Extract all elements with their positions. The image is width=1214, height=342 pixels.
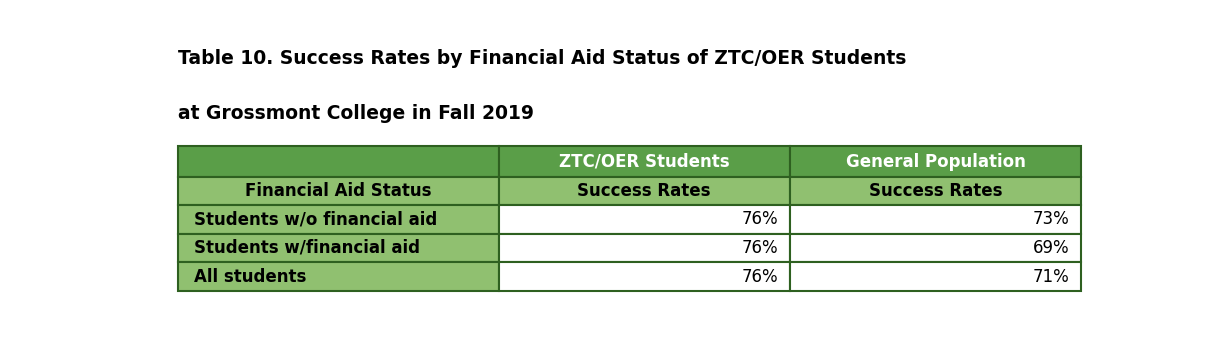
Bar (789, 205, 1082, 234)
Text: 71%: 71% (1033, 268, 1070, 286)
Bar (178, 234, 499, 262)
Text: 76%: 76% (742, 210, 778, 228)
Text: 73%: 73% (1033, 210, 1070, 228)
Bar (178, 146, 499, 177)
Bar (499, 205, 789, 234)
Text: 76%: 76% (742, 239, 778, 257)
Text: Success Rates: Success Rates (869, 182, 1003, 200)
Bar (789, 234, 1082, 262)
Text: 76%: 76% (742, 268, 778, 286)
Text: at Grossmont College in Fall 2019: at Grossmont College in Fall 2019 (178, 104, 534, 123)
Text: Students w/financial aid: Students w/financial aid (194, 239, 420, 257)
Bar (789, 177, 1082, 205)
Bar (499, 177, 789, 205)
Text: ZTC/OER Students: ZTC/OER Students (558, 153, 730, 171)
Text: Success Rates: Success Rates (578, 182, 711, 200)
Bar (178, 262, 499, 291)
Bar (789, 262, 1082, 291)
Bar (499, 146, 789, 177)
Text: General Population: General Population (845, 153, 1026, 171)
Bar (499, 262, 789, 291)
Text: 69%: 69% (1033, 239, 1070, 257)
Text: Students w/o financial aid: Students w/o financial aid (194, 210, 437, 228)
Bar (178, 177, 499, 205)
Text: Table 10. Success Rates by Financial Aid Status of ZTC/OER Students: Table 10. Success Rates by Financial Aid… (178, 49, 907, 68)
Bar (789, 146, 1082, 177)
Bar (178, 205, 499, 234)
Bar (499, 234, 789, 262)
Text: All students: All students (194, 268, 306, 286)
Text: Financial Aid Status: Financial Aid Status (245, 182, 432, 200)
